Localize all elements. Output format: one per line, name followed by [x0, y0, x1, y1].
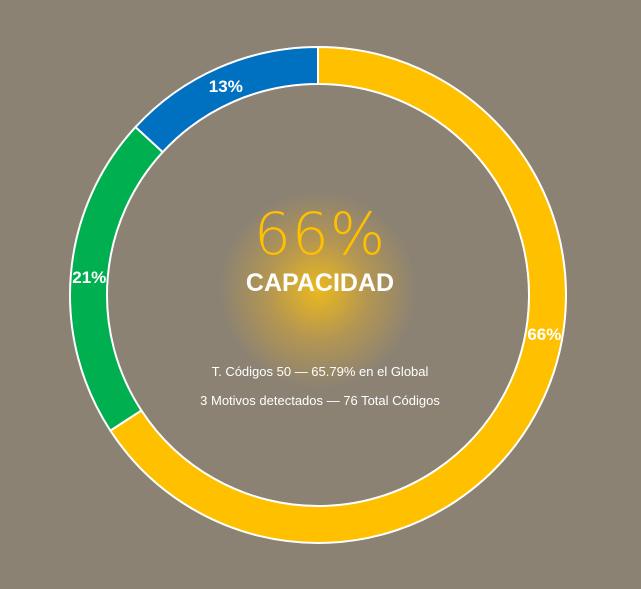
donut-slice-1 [108, 45, 567, 544]
slice-label-3: 13% [209, 77, 243, 96]
center-panel: 66% CAPACIDAD T. Códigos 50 — 65.79% en … [120, 200, 520, 408]
center-line-2: 3 Motivos detectados — 76 Total Códigos [200, 393, 440, 408]
donut-slice-3 [134, 45, 319, 154]
center-line-1: T. Códigos 50 — 65.79% en el Global [211, 364, 429, 379]
center-percentage: 66% [254, 200, 386, 268]
slice-label-1: 66% [527, 325, 561, 344]
center-glow [218, 190, 418, 390]
center-title: CAPACIDAD [245, 269, 395, 297]
slice-label-2: 21% [72, 268, 106, 287]
